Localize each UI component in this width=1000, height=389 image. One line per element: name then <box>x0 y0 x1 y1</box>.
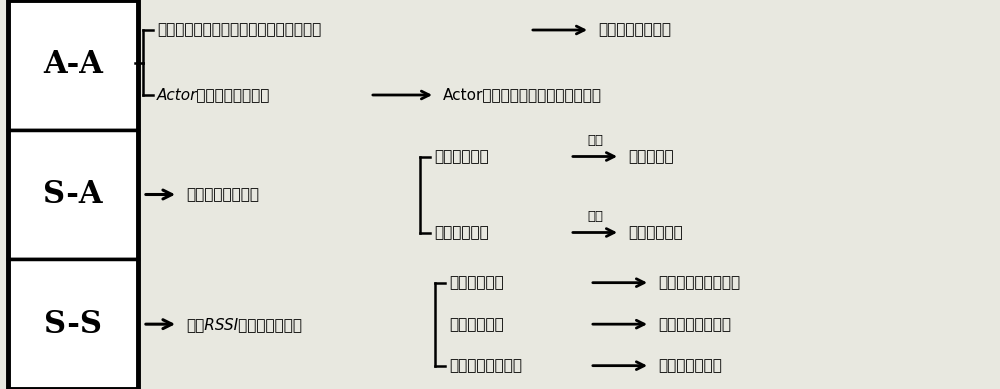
Text: S-A: S-A <box>43 179 103 210</box>
Text: 基于RSSI的动态分簇算法: 基于RSSI的动态分簇算法 <box>186 317 302 332</box>
Text: 选出新簇头节点: 选出新簇头节点 <box>658 358 722 373</box>
Text: Actor节点近似移动到执行区域中心: Actor节点近似移动到执行区域中心 <box>443 88 602 102</box>
Text: 单源多路径: 单源多路径 <box>628 149 674 164</box>
Text: 实现任务实时分配: 实现任务实时分配 <box>598 23 671 37</box>
Text: 角度查询阶段: 角度查询阶段 <box>434 149 489 164</box>
Text: Actor节点重新部署算法: Actor节点重新部署算法 <box>157 88 270 102</box>
Text: S-S: S-S <box>44 308 102 340</box>
Text: 角度转发路由协议: 角度转发路由协议 <box>186 187 259 202</box>
Bar <box>8 0 138 130</box>
Text: 簇内更新阶段: 簇内更新阶段 <box>449 317 504 332</box>
Text: 单源最短路径: 单源最短路径 <box>628 225 683 240</box>
Text: 簇头重新选举阶段: 簇头重新选举阶段 <box>449 358 522 373</box>
Text: 生成: 生成 <box>587 134 603 147</box>
Text: 基于密度算一价拍卖的实时任务分配算法: 基于密度算一价拍卖的实时任务分配算法 <box>157 23 321 37</box>
Bar <box>8 130 138 259</box>
Bar <box>8 259 138 389</box>
Text: 簇内节点更换簇头: 簇内节点更换簇头 <box>658 317 731 332</box>
Text: A-A: A-A <box>43 49 103 81</box>
Bar <box>8 0 138 389</box>
Text: 确认: 确认 <box>587 210 603 223</box>
Text: 分簇形成阶段: 分簇形成阶段 <box>449 275 504 290</box>
Text: 数据转发阶段: 数据转发阶段 <box>434 225 489 240</box>
Text: 选出簇头和簇内节点: 选出簇头和簇内节点 <box>658 275 740 290</box>
